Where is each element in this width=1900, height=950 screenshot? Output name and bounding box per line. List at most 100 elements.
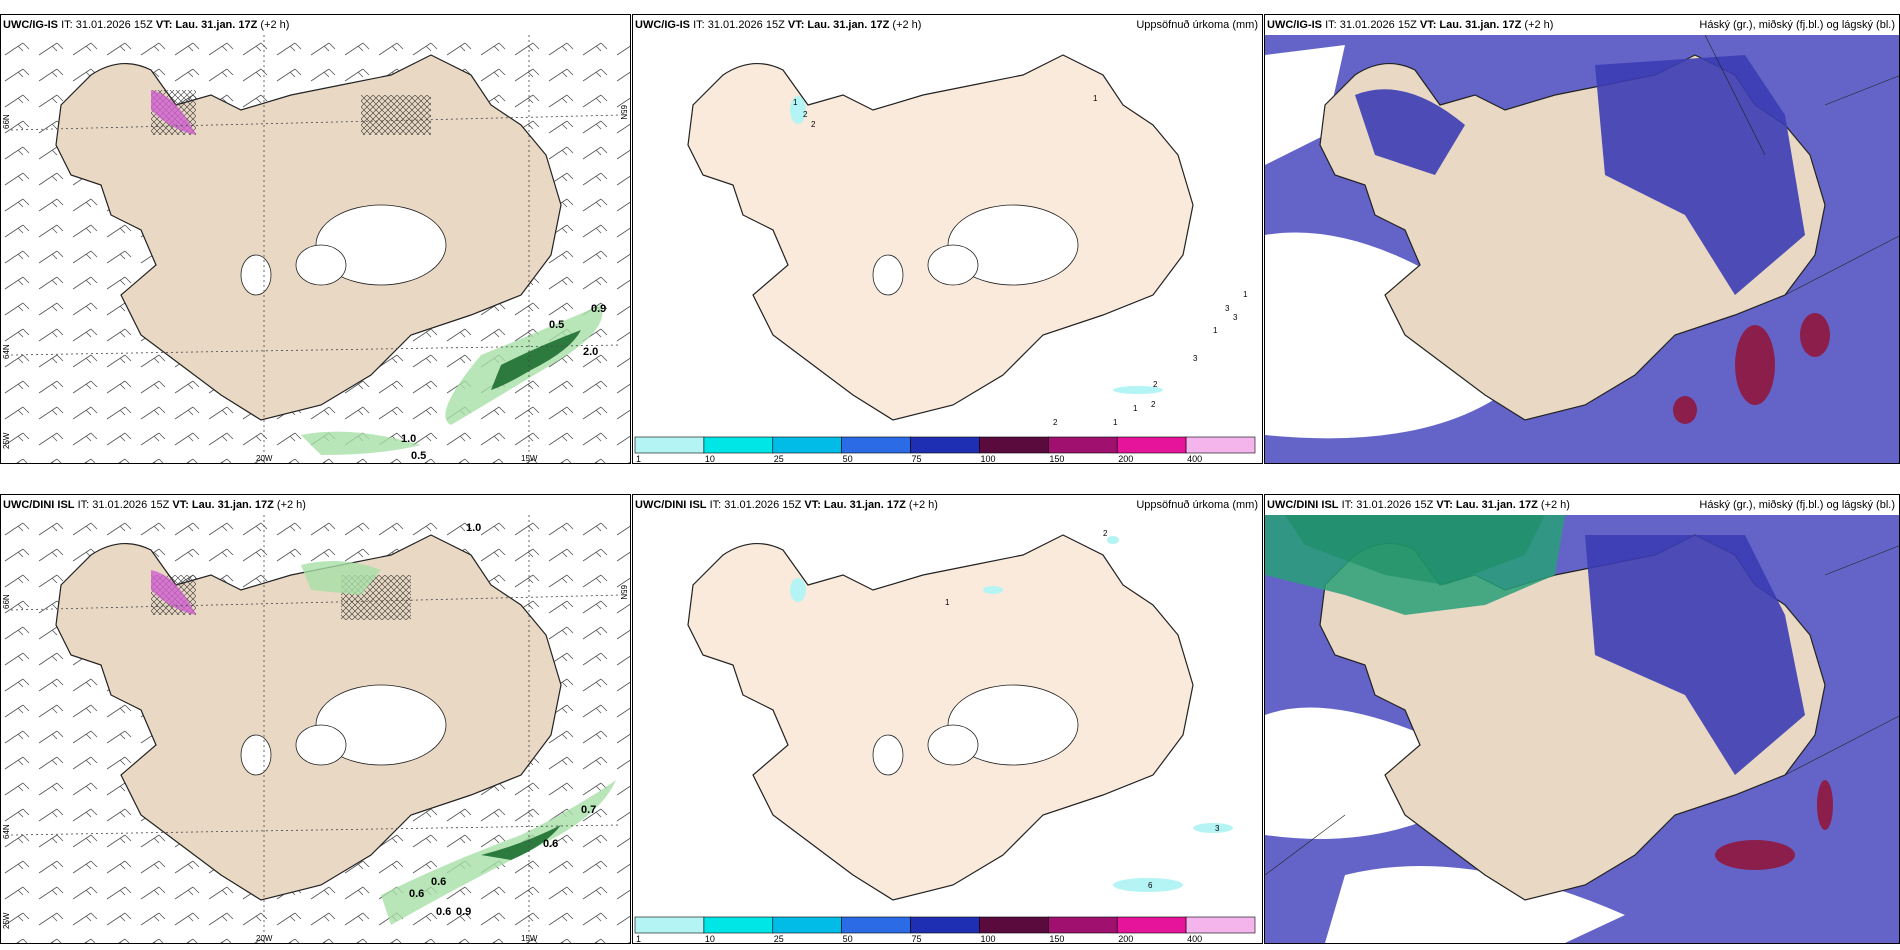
wind-label: 0.6	[543, 838, 558, 850]
colorbar-tick: 400	[1187, 934, 1202, 943]
precip-panel-row1: UWC/IG-IS IT: 31.01.2026 15Z VT: Lau. 31…	[632, 14, 1263, 464]
precip-label: 3	[1233, 313, 1238, 322]
iceland-land	[687, 534, 1194, 901]
colorbar-tick: 100	[980, 934, 995, 943]
precip-label: 1	[793, 98, 798, 107]
panel-header: UWC/IG-IS IT: 31.01.2026 15Z VT: Lau. 31…	[1265, 15, 1899, 35]
wind-label: 1.0	[401, 433, 416, 445]
precip-label: 1	[1243, 290, 1248, 299]
panel-header: UWC/IG-IS IT: 31.01.2026 15Z VT: Lau. 31…	[3, 19, 290, 31]
wind-label: 0.6	[436, 906, 451, 918]
colorbar-swatch	[772, 916, 842, 934]
colorbar-tick: 150	[1049, 934, 1064, 943]
lon-line	[263, 515, 530, 943]
cloud-map	[1265, 515, 1899, 943]
precip-label: 2	[1153, 380, 1158, 389]
panel-header: UWC/IG-IS IT: 31.01.2026 15Z VT: Lau. 31…	[633, 15, 1262, 35]
cloud-map	[1265, 35, 1899, 463]
precip-label: 2	[811, 120, 816, 129]
wind-label: 0.7	[581, 804, 596, 816]
colorbar-swatch	[979, 436, 1049, 454]
precip-core	[1817, 780, 1833, 830]
colorbar-swatch	[910, 436, 980, 454]
precip-label: 2	[1053, 418, 1058, 427]
lat-label: 65N	[619, 105, 628, 120]
lon-label: 15W	[521, 454, 538, 463]
panel-title: Uppsöfnuð úrkoma (mm)	[1136, 19, 1258, 31]
precip-label: 1	[1093, 94, 1098, 103]
colorbar-tick: 400	[1187, 454, 1202, 463]
colorbar-swatch	[841, 436, 911, 454]
colorbar-tick: 100	[980, 454, 995, 463]
glacier	[240, 254, 272, 296]
glacier	[872, 254, 904, 296]
lat-label: 64N	[2, 344, 11, 359]
cloud-panel-row2: UWC/DINI ISL IT: 31.01.2026 15Z VT: Lau.…	[1264, 494, 1900, 944]
precip-area	[1107, 536, 1119, 544]
precip-map: 2 1 3 6	[687, 529, 1233, 901]
iceland-land	[55, 534, 562, 901]
precip-area	[983, 586, 1003, 594]
panel-header: UWC/DINI ISL IT: 31.01.2026 15Z VT: Lau.…	[3, 499, 306, 511]
wind-label: 0.6	[409, 888, 424, 900]
colorbar-swatch	[634, 916, 705, 934]
precip-label: 3	[1225, 304, 1230, 313]
wind-panel-row1: UWC/IG-IS IT: 31.01.2026 15Z VT: Lau. 31…	[0, 14, 631, 464]
wind-label: 2.0	[583, 346, 598, 358]
precip-label: 1	[945, 598, 950, 607]
precip-area	[1113, 878, 1183, 892]
precip-colorbar: 1 10 25 50 75 100 150 200 400	[633, 435, 1262, 463]
glacier	[872, 734, 904, 776]
colorbar-swatch	[1185, 916, 1256, 934]
snow-area	[151, 570, 196, 615]
colorbar-tick: 150	[1049, 454, 1064, 463]
glacier	[240, 734, 272, 776]
colorbar-swatch	[772, 436, 842, 454]
panel-title: Háský (gr.), miðský (fj.bl.) og lágský (…	[1699, 499, 1895, 511]
colorbar-tick: 50	[843, 934, 853, 943]
wind-label: 0.5	[411, 450, 426, 462]
colorbar-swatch	[634, 436, 705, 454]
glacier	[927, 724, 979, 766]
lon-label: 25W	[2, 432, 11, 449]
clear-area	[1325, 866, 1625, 943]
colorbar-tick: 75	[912, 934, 922, 943]
colorbar-tick: 25	[774, 934, 784, 943]
wind-label: 0.6	[431, 876, 446, 888]
colorbar-swatch	[703, 436, 774, 454]
precip-area	[481, 825, 561, 860]
hatched-area	[361, 95, 431, 135]
precip-area	[790, 96, 806, 124]
lat-label: 66N	[2, 114, 11, 129]
colorbar-tick: 200	[1118, 454, 1133, 463]
precip-colorbar: 1 10 25 50 75 100 150 200 400	[633, 915, 1262, 943]
wind-label: 0.9	[591, 303, 606, 315]
colorbar-swatch	[910, 916, 980, 934]
wind-label: 0.5	[549, 319, 564, 331]
colorbar-swatch	[1185, 436, 1256, 454]
lat-line	[10, 114, 622, 356]
cloud-panel-row1: UWC/IG-IS IT: 31.01.2026 15Z VT: Lau. 31…	[1264, 14, 1900, 464]
colorbar-swatch	[1048, 916, 1118, 934]
precip-label: 2	[1103, 529, 1108, 538]
lon-line	[263, 35, 530, 463]
colorbar-tick: 1	[636, 934, 641, 943]
lon-label: 20W	[256, 454, 273, 463]
colorbar-swatch	[703, 916, 774, 934]
coastline	[1265, 545, 1899, 876]
precip-label: 1	[1133, 404, 1138, 413]
wind-label: 0.9	[456, 906, 471, 918]
precip-area	[1113, 386, 1163, 394]
colorbar-tick: 200	[1118, 934, 1133, 943]
precip-area	[301, 431, 421, 455]
panel-header: UWC/DINI ISL IT: 31.01.2026 15Z VT: Lau.…	[1265, 495, 1899, 515]
colorbar-tick: 25	[774, 454, 784, 463]
panel-title: Uppsöfnuð úrkoma (mm)	[1136, 499, 1258, 511]
precip-core	[1673, 396, 1697, 424]
colorbar-tick: 75	[912, 454, 922, 463]
colorbar-tick: 10	[705, 934, 715, 943]
colorbar-swatch	[1116, 436, 1187, 454]
lat-line	[10, 594, 622, 836]
precip-label: 1	[1113, 418, 1118, 427]
wind-label: 1.0	[466, 522, 481, 534]
